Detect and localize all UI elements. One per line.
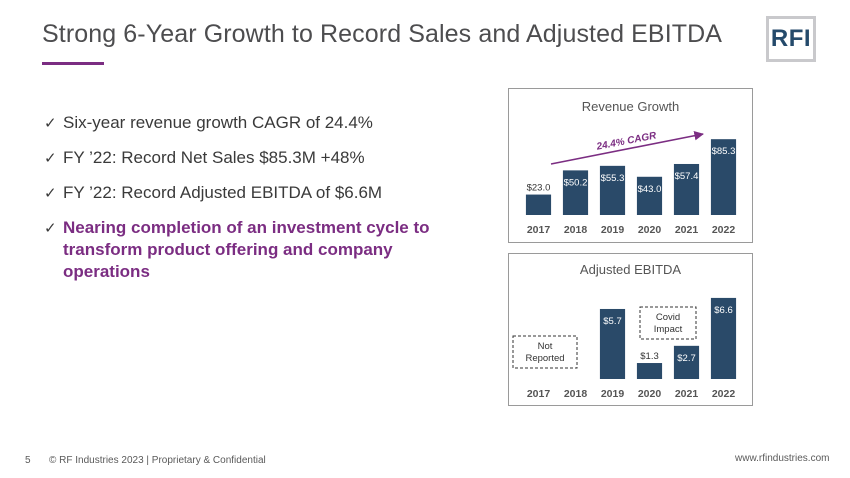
data-bar [599,308,626,379]
bullet-text: FY ’22: Record Adjusted EBITDA of $6.6M [63,183,383,202]
bullet-item: ✓ FY ’22: Record Net Sales $85.3M +48% [44,147,484,169]
covid-impact-box-text: Covid [656,312,680,323]
page-number: 5 [25,455,31,466]
cagr-arrow [550,130,704,165]
bullet-item: ✓ FY ’22: Record Adjusted EBITDA of $6.6… [44,182,484,204]
chart-title: Revenue Growth [582,99,680,114]
ebitda-chart-svg: Adjusted EBITDA 2017 2018 2019 $5.7 2020 $1.3 2… [512,262,737,400]
data-bar [636,363,663,379]
rfi-logo-text: RFI [770,25,812,52]
covid-impact-box-text: Impact [654,324,683,335]
not-reported-box-text: Not [538,341,553,352]
data-bar [525,194,552,215]
data-bar [710,139,737,215]
x-tick-label: 2018 [564,224,588,236]
slide-title: Strong 6-Year Growth to Record Sales and… [42,20,723,48]
data-bar [562,170,589,215]
title-underline [42,62,104,65]
x-tick-label: 2019 [601,224,625,236]
x-tick-label: 2020 [638,224,662,236]
data-label: $23.0 [527,183,551,194]
bullet-item-highlight: ✓ Nearing completion of an investment cy… [44,217,484,283]
data-label: $55.3 [601,173,625,184]
data-bar [710,297,737,379]
bullet-text: Six-year revenue growth CAGR of 24.4% [63,113,373,132]
rfi-logo: RFI [766,16,816,62]
data-label: $57.4 [675,171,699,182]
x-tick-label: 2017 [527,388,551,400]
bullet-text: FY ’22: Record Net Sales $85.3M +48% [63,148,365,167]
checkmark-icon: ✓ [44,219,57,237]
data-label: $2.7 [677,353,696,364]
bullet-text: Nearing completion of an investment cycl… [63,218,430,281]
revenue-growth-chart: Revenue Growth 2017 $23.0 2018 $50.2 2019 $55.… [508,88,753,243]
bullet-item: ✓ Six-year revenue growth CAGR of 24.4% [44,112,484,134]
checkmark-icon: ✓ [44,114,57,132]
data-label: $6.6 [714,305,733,316]
x-tick-label: 2019 [601,388,625,400]
rfi-logo-inner: RFI [770,22,812,56]
data-label: $1.3 [640,351,659,362]
x-tick-label: 2017 [527,224,551,236]
data-label: $50.2 [564,177,588,188]
data-bar [673,345,700,379]
data-label: $5.7 [603,316,622,327]
x-tick-label: 2021 [675,224,699,236]
chart-title: Adjusted EBITDA [580,262,681,277]
data-bar [599,165,626,215]
x-tick-label: 2022 [712,224,736,236]
revenue-chart-svg: Revenue Growth 2017 $23.0 2018 $50.2 2019 $55.… [525,99,737,236]
copyright-text: © RF Industries 2023 | Proprietary & Con… [49,455,266,466]
data-bar [636,176,663,215]
data-bar [673,163,700,215]
bullet-list: ✓ Six-year revenue growth CAGR of 24.4% … [44,112,484,296]
data-label: $85.3 [712,146,736,157]
website-url: www.rfindustries.com [735,453,830,464]
x-tick-label: 2022 [712,388,736,400]
covid-impact-box [639,306,697,340]
x-tick-label: 2020 [638,388,662,400]
not-reported-box-text: Reported [525,353,564,364]
checkmark-icon: ✓ [44,149,57,167]
not-reported-box [512,335,578,369]
checkmark-icon: ✓ [44,184,57,202]
adjusted-ebitda-chart: Adjusted EBITDA 2017 2018 2019 $5.7 2020 $1.3 2… [508,253,753,406]
x-tick-label: 2018 [564,388,588,400]
x-tick-label: 2021 [675,388,699,400]
data-label: $43.0 [638,184,662,195]
